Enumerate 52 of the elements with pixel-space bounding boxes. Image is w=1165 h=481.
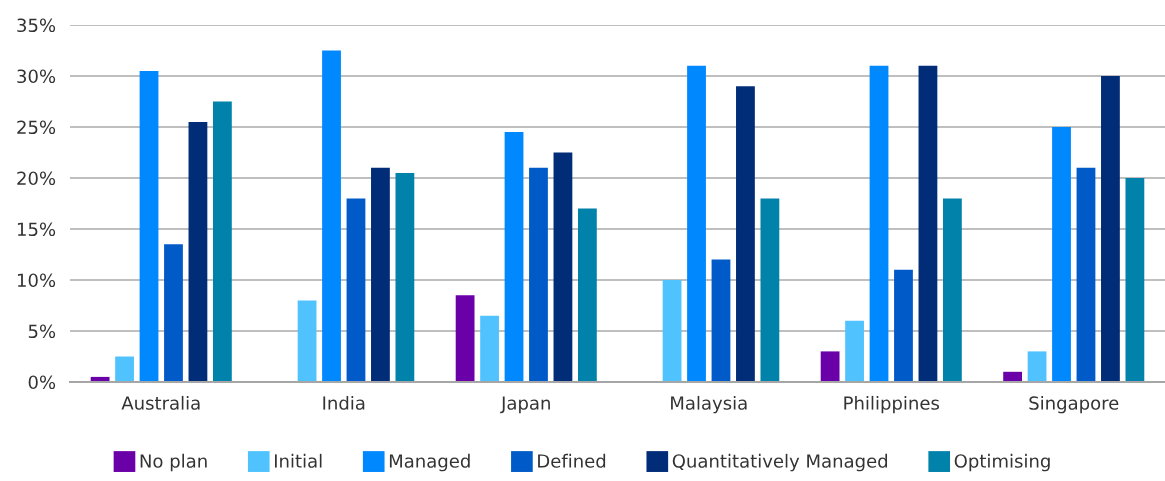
bar — [297, 300, 317, 382]
bar — [869, 65, 889, 382]
bar — [139, 70, 159, 382]
x-tick-label: Singapore — [1029, 395, 1119, 414]
bar — [736, 86, 755, 382]
y-tick-label: 0% — [28, 375, 56, 390]
bar — [1125, 178, 1145, 382]
x-tick-label: India — [323, 395, 365, 410]
x-tick-label: Japan — [500, 396, 550, 414]
legend-label: Defined — [538, 453, 606, 468]
bar — [188, 121, 208, 382]
bar — [577, 208, 597, 382]
y-tick-label: 20% — [17, 171, 56, 186]
bar — [845, 320, 864, 382]
bar — [942, 198, 962, 382]
bar — [553, 152, 573, 382]
y-tick-label: 10% — [17, 273, 56, 288]
bar — [529, 167, 548, 382]
x-tick-label: Australia — [121, 395, 200, 410]
legend-label: Managed — [389, 453, 470, 472]
bar — [371, 167, 390, 382]
bar — [346, 198, 366, 382]
bar — [395, 172, 415, 382]
bar — [918, 65, 938, 382]
legend-label: Quantitatively Managed — [672, 453, 888, 472]
bar — [480, 315, 499, 382]
bar — [894, 269, 913, 382]
bar — [504, 132, 524, 382]
bar — [322, 50, 341, 382]
y-tick-label: 15% — [17, 222, 56, 237]
bar — [662, 280, 682, 382]
y-tick-label: 35% — [17, 18, 56, 33]
bar — [1076, 167, 1096, 382]
bar — [1101, 76, 1120, 382]
bar — [1052, 127, 1071, 382]
bar — [455, 295, 475, 382]
bar — [1027, 351, 1047, 382]
x-tick-label: Philippines — [844, 395, 940, 414]
y-tick-label: 5% — [28, 324, 56, 339]
bar — [711, 259, 731, 382]
x-tick-label: Malaysia — [671, 395, 747, 414]
legend-label: Optimising — [954, 453, 1050, 472]
legend-label: No plan — [140, 453, 207, 472]
bar — [760, 198, 780, 382]
bar — [115, 356, 134, 382]
legend-label: Initial — [274, 453, 322, 468]
bar — [820, 351, 840, 382]
bar — [687, 65, 706, 382]
y-tick-label: 30% — [17, 69, 56, 84]
bar — [164, 244, 183, 382]
y-tick-label: 25% — [17, 120, 56, 135]
bar — [212, 101, 232, 382]
